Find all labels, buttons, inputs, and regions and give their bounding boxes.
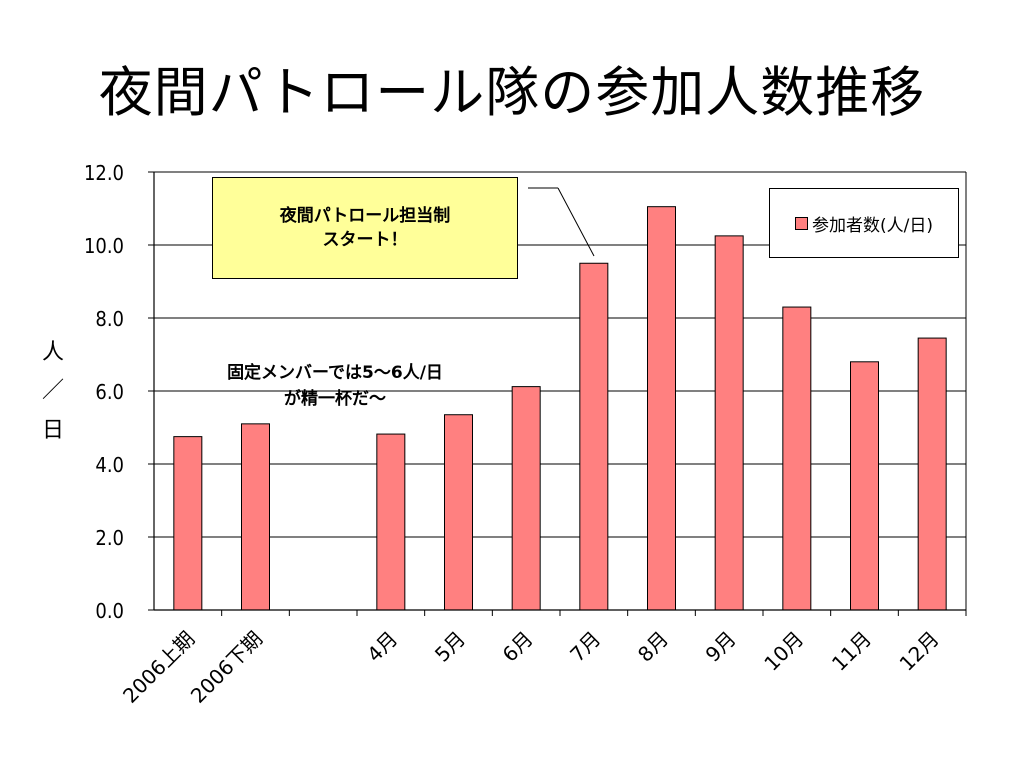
bar [511, 386, 541, 611]
bar [782, 306, 812, 611]
axes [148, 171, 967, 616]
x-tick-label: 5月 [430, 627, 470, 667]
bar [376, 433, 406, 611]
callout-box: 夜間パトロール担当制 スタート！ [212, 177, 518, 279]
legend-swatch [795, 216, 808, 230]
callout-pointer-line [557, 187, 595, 257]
bar [917, 337, 947, 611]
bar [714, 235, 744, 611]
callout-line: 夜間パトロール担当制 [279, 206, 451, 226]
annotation-note: 固定メンバーでは5～6人/日 が精一杯だ～ [150, 360, 520, 412]
y-tick-label: 12.0 [84, 161, 124, 185]
y-tick-label: 6.0 [95, 380, 124, 404]
gridlines [154, 171, 966, 538]
x-tick-label: 2006下期 [186, 627, 267, 708]
bar [647, 206, 676, 611]
x-tick-label: 7月 [565, 627, 605, 667]
x-tick-label: 11月 [827, 627, 876, 676]
y-axis-label-char: 人 [41, 340, 64, 365]
y-axis-label-char: 日 [41, 418, 64, 443]
y-tick-label: 4.0 [95, 453, 124, 477]
bars [173, 206, 947, 611]
y-tick-labels: 0.0 2.0 4.0 6.0 8.0 10.0 12.0 [84, 161, 124, 623]
x-tick-label: 12月 [895, 627, 944, 676]
y-axis-label-char: ／ [41, 378, 64, 403]
callout-line: スタート！ [322, 230, 408, 250]
bar [850, 361, 879, 611]
legend: 参加者数(人/日) [769, 188, 959, 258]
x-tick-label: 6月 [498, 627, 538, 667]
legend-label: 参加者数(人/日) [812, 215, 933, 236]
y-tick-label: 10.0 [84, 234, 124, 258]
x-tick-label: 4月 [362, 627, 402, 667]
x-tick-label: 2006上期 [118, 627, 199, 708]
note-line: 固定メンバーでは5～6人/日 [227, 363, 443, 383]
x-tick-label: 9月 [701, 627, 741, 667]
bar [173, 436, 203, 611]
bar [444, 414, 473, 611]
y-tick-label: 2.0 [95, 526, 124, 550]
bar [241, 423, 270, 611]
page-title: 夜間パトロール隊の参加人数推移 [98, 61, 926, 124]
y-tick-label: 8.0 [95, 307, 124, 331]
note-line: が精一杯だ～ [284, 389, 386, 409]
x-tick-label: 10月 [759, 627, 808, 676]
x-tick-label: 8月 [633, 627, 673, 667]
y-tick-label: 0.0 [95, 599, 124, 623]
bar [579, 262, 609, 611]
